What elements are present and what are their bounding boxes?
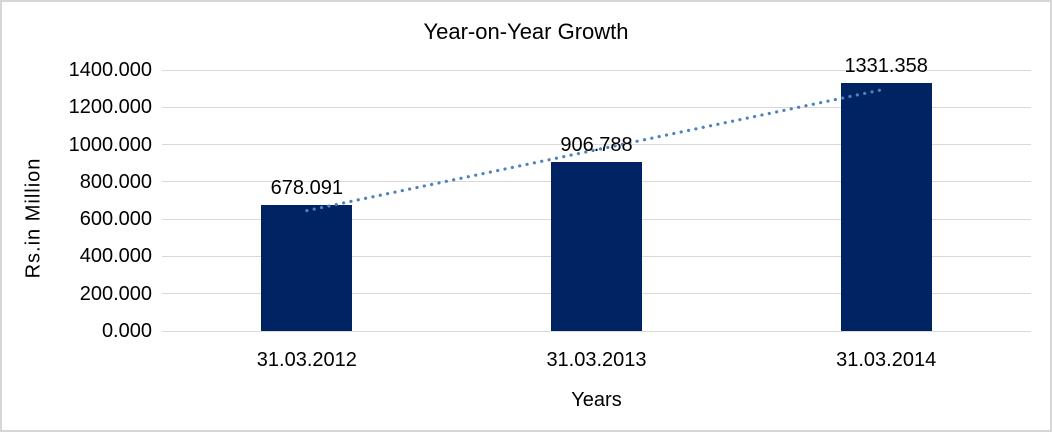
data-label: 906.788 (560, 133, 633, 156)
data-label: 1331.358 (844, 54, 928, 77)
y-axis-tick-label: 200.000 (79, 282, 152, 305)
major-gridline (162, 330, 1031, 332)
chart-title: Year-on-Year Growth (423, 19, 629, 44)
y-axis-tick-label: 600.000 (79, 208, 152, 231)
y-axis-tick-label: 400.000 (79, 245, 152, 268)
chart-bar (551, 161, 642, 331)
y-axis-tick-label: 0.000 (101, 320, 152, 342)
x-axis-title: Years (571, 389, 622, 411)
x-axis-tick-label: 31.03.2014 (836, 349, 937, 371)
y-axis-tick-label: 1200.000 (68, 96, 152, 119)
data-label: 678.091 (270, 176, 343, 199)
chart-bar (261, 204, 353, 331)
major-gridline (162, 69, 1031, 71)
y-axis-tick-label: 1000.000 (68, 133, 152, 156)
x-axis-tick-label: 31.03.2012 (256, 349, 357, 371)
x-axis-tick-label: 31.03.2013 (546, 349, 647, 371)
chart-bar (840, 82, 932, 331)
y-axis-tick-label: 1400.000 (68, 59, 152, 81)
y-axis-tick-label: 800.000 (79, 170, 152, 193)
